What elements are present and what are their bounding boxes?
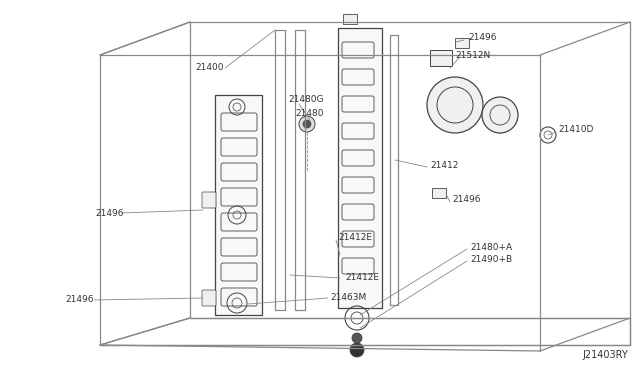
Bar xyxy=(343,14,357,24)
Text: 21400: 21400 xyxy=(195,64,223,73)
Text: 21480: 21480 xyxy=(295,109,323,119)
Text: J21403RY: J21403RY xyxy=(582,350,628,360)
Bar xyxy=(215,95,262,315)
Text: 21412E: 21412E xyxy=(345,273,379,282)
Circle shape xyxy=(350,343,364,357)
Text: 21410D: 21410D xyxy=(558,125,593,135)
Circle shape xyxy=(303,120,311,128)
Text: 21463M: 21463M xyxy=(330,294,366,302)
Circle shape xyxy=(352,333,362,343)
Text: 21496: 21496 xyxy=(468,33,497,42)
Circle shape xyxy=(427,77,483,133)
Bar xyxy=(432,188,446,198)
Circle shape xyxy=(482,97,518,133)
Text: 21512N: 21512N xyxy=(455,51,490,60)
Bar xyxy=(430,50,452,66)
Text: 21480G: 21480G xyxy=(288,96,323,105)
FancyBboxPatch shape xyxy=(202,192,216,208)
Bar xyxy=(455,38,469,48)
Text: 21480+A: 21480+A xyxy=(470,243,512,251)
Text: 21496: 21496 xyxy=(95,208,124,218)
FancyBboxPatch shape xyxy=(202,290,216,306)
Text: 21412: 21412 xyxy=(430,160,458,170)
Text: 21496: 21496 xyxy=(452,196,481,205)
Circle shape xyxy=(299,116,315,132)
Text: 21412E: 21412E xyxy=(338,234,372,243)
Text: 21496: 21496 xyxy=(65,295,93,305)
Bar xyxy=(338,28,382,308)
Text: 21490+B: 21490+B xyxy=(470,254,512,263)
